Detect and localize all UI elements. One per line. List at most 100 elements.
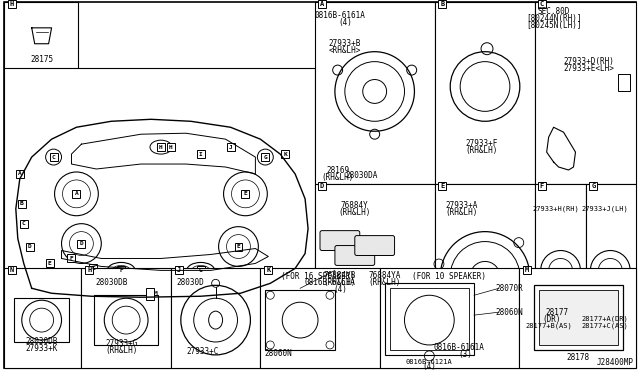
Text: A: A xyxy=(320,1,324,7)
Bar xyxy=(261,153,269,161)
Text: (RH&LH): (RH&LH) xyxy=(339,208,371,217)
Bar xyxy=(146,288,154,300)
Text: G: G xyxy=(92,266,95,271)
Bar xyxy=(171,269,260,368)
Bar xyxy=(8,266,16,275)
Text: (4): (4) xyxy=(338,18,352,28)
Text: 27933+J(LH): 27933+J(LH) xyxy=(582,205,628,212)
Text: D: D xyxy=(79,241,83,246)
Bar xyxy=(196,150,205,158)
FancyBboxPatch shape xyxy=(335,246,374,266)
Text: C: C xyxy=(52,155,56,160)
Bar xyxy=(438,0,446,8)
Text: <RH&LH>: <RH&LH> xyxy=(329,46,361,55)
Text: H: H xyxy=(169,145,173,150)
Text: F: F xyxy=(540,183,544,189)
Text: 28178: 28178 xyxy=(567,353,590,362)
Bar xyxy=(4,269,81,368)
Bar xyxy=(538,0,546,8)
Bar xyxy=(281,150,289,158)
Bar xyxy=(4,2,79,70)
Bar xyxy=(535,184,586,368)
Bar xyxy=(589,182,597,190)
Text: J: J xyxy=(228,145,232,150)
Text: B: B xyxy=(20,201,24,206)
Text: 28060N: 28060N xyxy=(264,349,292,358)
Text: (RH&LH): (RH&LH) xyxy=(324,278,356,287)
Text: H: H xyxy=(159,145,163,150)
Text: (4): (4) xyxy=(333,285,347,294)
Bar xyxy=(438,182,446,190)
Text: D: D xyxy=(28,244,31,249)
Text: K: K xyxy=(284,151,287,157)
Bar xyxy=(67,254,76,262)
Text: E: E xyxy=(237,244,241,249)
Bar xyxy=(380,269,519,368)
Text: E: E xyxy=(48,261,51,266)
Text: 27933+H(RH): 27933+H(RH) xyxy=(532,205,579,212)
Bar xyxy=(618,74,630,92)
Bar xyxy=(315,184,435,368)
Bar xyxy=(586,184,636,368)
Text: 28070R: 28070R xyxy=(495,284,523,293)
Bar xyxy=(45,259,54,267)
Text: 27933+C: 27933+C xyxy=(186,347,219,356)
Text: (RH&LH): (RH&LH) xyxy=(322,173,354,182)
Bar xyxy=(554,292,568,302)
Bar xyxy=(196,266,205,275)
Bar xyxy=(90,264,97,272)
Bar xyxy=(94,295,158,345)
Text: 27933+B: 27933+B xyxy=(329,39,361,48)
Bar xyxy=(227,143,234,151)
Bar xyxy=(435,2,535,184)
FancyBboxPatch shape xyxy=(355,235,394,256)
Text: 27933+D(RH): 27933+D(RH) xyxy=(563,57,614,66)
Bar xyxy=(535,2,636,184)
Bar xyxy=(539,290,618,345)
Bar xyxy=(14,298,70,342)
Text: 0816B-6161A: 0816B-6161A xyxy=(314,12,365,20)
Text: 28177+C(AS): 28177+C(AS) xyxy=(582,323,628,329)
Text: 28175: 28175 xyxy=(30,55,53,64)
Text: 28060N: 28060N xyxy=(495,308,523,317)
Bar xyxy=(260,269,380,368)
Bar xyxy=(81,269,171,368)
Bar xyxy=(318,0,326,8)
Bar xyxy=(234,243,243,250)
Text: 28169: 28169 xyxy=(326,167,349,176)
Text: 27933+F: 27933+F xyxy=(466,139,498,148)
Text: 28177+B(AS): 28177+B(AS) xyxy=(525,323,572,329)
Bar xyxy=(18,200,26,208)
Bar xyxy=(50,153,58,161)
Text: E: E xyxy=(244,191,247,196)
Bar xyxy=(385,283,474,355)
Text: N: N xyxy=(10,267,14,273)
Text: (FOR 16 SPEAKER): (FOR 16 SPEAKER) xyxy=(281,272,355,281)
Text: [80245N(LH)]: [80245N(LH)] xyxy=(526,21,581,31)
Text: (RH&LH): (RH&LH) xyxy=(445,208,477,217)
Text: K: K xyxy=(266,267,271,273)
Bar xyxy=(175,266,183,275)
Text: (3): (3) xyxy=(458,350,472,359)
Text: C: C xyxy=(22,221,26,226)
Text: 28030D: 28030D xyxy=(177,278,205,287)
Bar xyxy=(534,285,623,350)
Text: (4): (4) xyxy=(422,362,436,371)
Bar xyxy=(8,0,16,8)
Text: A: A xyxy=(75,191,78,196)
Text: M: M xyxy=(525,267,529,273)
Bar xyxy=(266,290,335,350)
Text: G: G xyxy=(591,183,595,189)
Bar xyxy=(16,170,24,178)
FancyBboxPatch shape xyxy=(320,231,360,250)
Bar xyxy=(264,266,272,275)
Text: E: E xyxy=(440,183,444,189)
Bar xyxy=(85,266,93,275)
Text: B: B xyxy=(440,1,444,7)
Text: 27933+E<LH>: 27933+E<LH> xyxy=(563,64,614,73)
Text: (RH&LH): (RH&LH) xyxy=(466,145,498,155)
Text: G: G xyxy=(199,268,203,273)
Text: 0816B-6121A: 0816B-6121A xyxy=(406,359,452,365)
Text: 76884YB: 76884YB xyxy=(324,271,356,280)
Bar xyxy=(604,292,617,302)
